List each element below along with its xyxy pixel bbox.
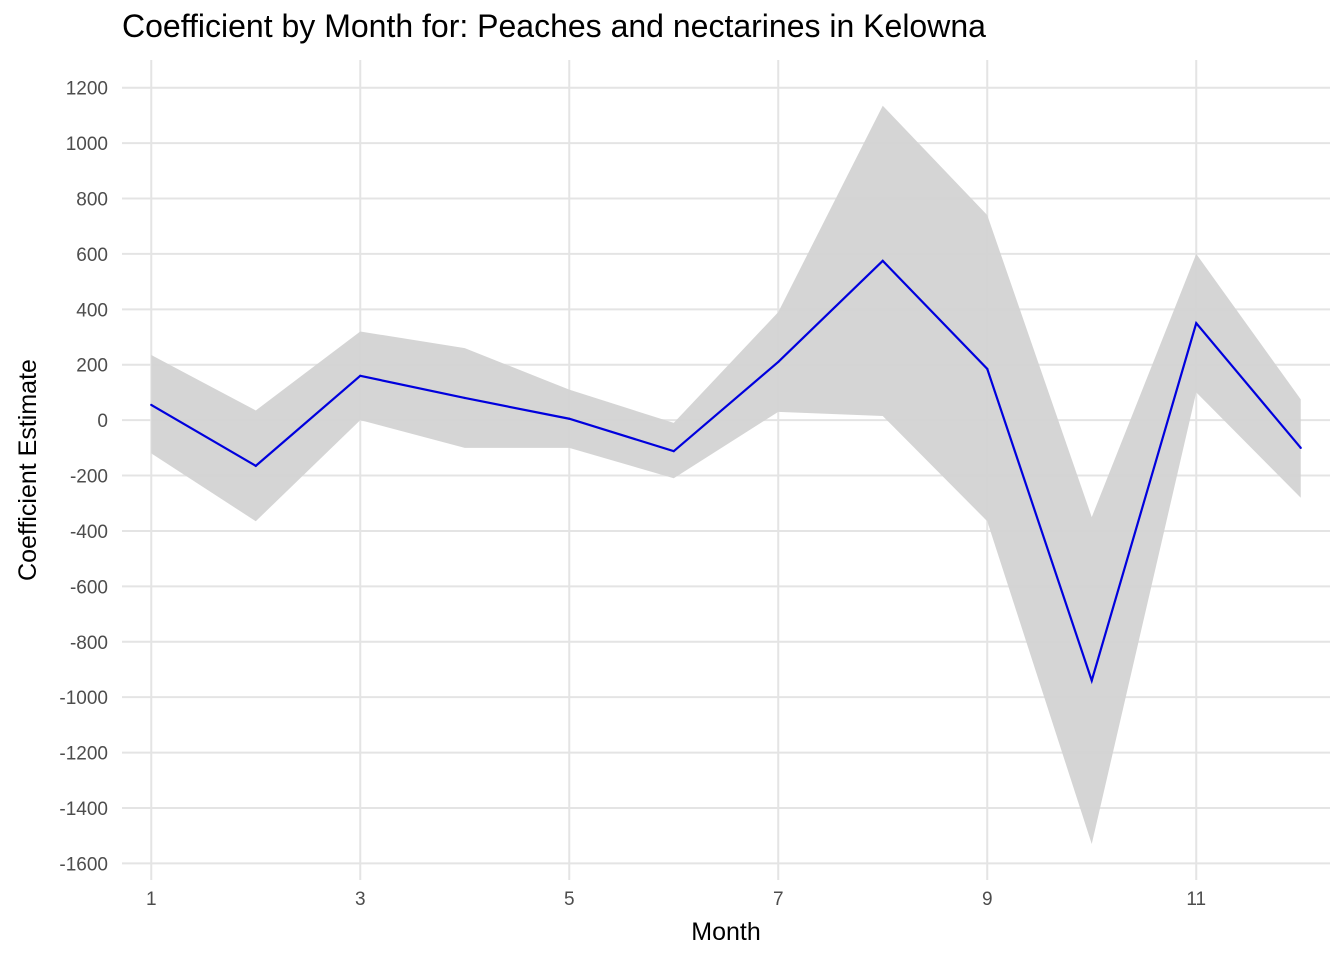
data-point bbox=[254, 464, 257, 467]
y-tick-label: 0 bbox=[97, 411, 108, 432]
data-point bbox=[568, 417, 571, 420]
data-point bbox=[1299, 446, 1302, 449]
data-point bbox=[463, 396, 466, 400]
confidence-band bbox=[151, 105, 1301, 844]
y-tick-label: 600 bbox=[76, 245, 108, 266]
y-tick-label: 1000 bbox=[66, 134, 108, 155]
data-point bbox=[1090, 679, 1093, 682]
x-tick-label: 5 bbox=[564, 889, 575, 910]
data-point bbox=[150, 403, 153, 406]
x-tick-label: 9 bbox=[982, 889, 993, 910]
y-tick-label: 400 bbox=[76, 300, 108, 321]
y-tick-label: 1200 bbox=[66, 79, 108, 100]
y-tick-label: -1400 bbox=[59, 799, 108, 820]
data-point bbox=[881, 259, 884, 262]
data-point bbox=[986, 367, 989, 370]
y-axis-title: Coefficient Estimate bbox=[14, 359, 42, 581]
y-tick-label: -1000 bbox=[59, 688, 108, 709]
x-tick-label: 3 bbox=[355, 889, 366, 910]
data-point bbox=[777, 360, 780, 364]
y-tick-label: -1200 bbox=[59, 744, 108, 765]
y-tick-labels: 1200 1000 800 600 400 200 0 -200 -400 -600 -800 -10… bbox=[59, 79, 108, 876]
x-axis-title: Month bbox=[691, 918, 760, 946]
x-tick-labels: 1 3 5 7 9 11 bbox=[146, 889, 1206, 910]
data-point bbox=[359, 374, 362, 377]
confidence-band-layer bbox=[151, 105, 1301, 844]
data-point bbox=[1195, 322, 1198, 325]
y-tick-label: 800 bbox=[76, 190, 108, 211]
y-tick-label: 200 bbox=[76, 356, 108, 377]
x-tick-label: 1 bbox=[146, 889, 157, 910]
y-tick-label: -600 bbox=[70, 577, 108, 598]
y-tick-label: -200 bbox=[70, 467, 108, 488]
data-point bbox=[672, 450, 675, 453]
y-tick-label: -800 bbox=[70, 633, 108, 654]
series-line-layer bbox=[150, 259, 1302, 685]
y-tick-label: -1600 bbox=[59, 854, 108, 875]
chart-title: Coefficient by Month for: Peaches and ne… bbox=[122, 8, 986, 44]
x-tick-label: 7 bbox=[773, 889, 784, 910]
x-tick-label: 11 bbox=[1186, 889, 1206, 910]
series-line bbox=[150, 259, 1302, 685]
y-tick-label: -400 bbox=[70, 522, 108, 543]
